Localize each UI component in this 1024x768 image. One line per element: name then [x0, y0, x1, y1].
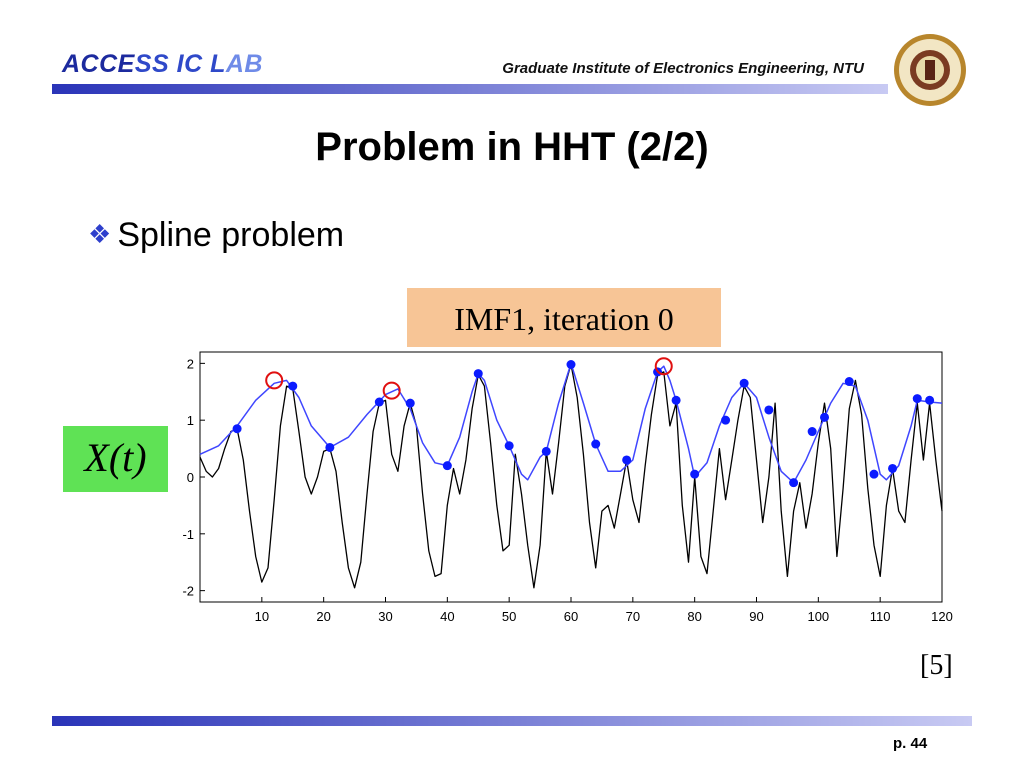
page-number: p. 44 [893, 735, 928, 752]
maxima-point [789, 478, 799, 488]
diamond-bullet-icon: ❖ [88, 219, 112, 249]
y-axis-label: X(t) [63, 426, 168, 492]
x-tick-label: 80 [687, 609, 701, 624]
x-tick-label: 10 [255, 609, 269, 624]
x-tick-label: 60 [564, 609, 578, 624]
maxima-point [288, 381, 298, 391]
problem-marker [382, 381, 401, 400]
institute-name: Graduate Institute of Electronics Engine… [502, 60, 864, 77]
maxima-point [888, 463, 898, 473]
maxima-point [504, 441, 514, 451]
y-tick-label: 2 [187, 356, 194, 371]
y-tick-label: 1 [187, 413, 194, 428]
x-tick-label: 50 [502, 609, 516, 624]
plot-frame [199, 351, 943, 603]
x-tick-label: 90 [749, 609, 763, 624]
x-tick-label: 40 [440, 609, 454, 624]
maxima-point [566, 360, 576, 369]
maxima-point [844, 377, 854, 387]
slide-title: Problem in HHT (2/2) [315, 125, 709, 169]
lab-logo: ACCESS IC LAB [62, 50, 263, 79]
y-tick-label: -1 [182, 527, 194, 542]
maxima-point [820, 412, 830, 422]
lab-logo-part1: ACCE [62, 50, 135, 78]
maxima-point [721, 415, 731, 425]
header-divider [52, 84, 888, 94]
maxima-point [690, 469, 700, 479]
maxima-point [739, 378, 749, 388]
bullet-item: ❖ Spline problem [88, 216, 344, 255]
maxima-point [405, 398, 415, 408]
university-seal-icon [894, 34, 966, 106]
maxima-point [869, 469, 879, 479]
maxima-point [325, 442, 335, 452]
x-tick-label: 120 [931, 609, 953, 624]
maxima-point [232, 424, 242, 434]
chart-title: IMF1, iteration 0 [407, 288, 721, 347]
problem-marker [654, 357, 673, 376]
maxima-point [912, 394, 922, 404]
maxima-point [622, 455, 632, 465]
maxima-point [442, 461, 452, 471]
x-tick-label: 110 [870, 609, 891, 624]
x-tick-label: 20 [316, 609, 330, 624]
x-tick-label: 30 [378, 609, 392, 624]
lab-logo-part2: SS IC L [134, 50, 226, 78]
y-tick-label: 0 [187, 470, 194, 485]
maxima-point [591, 439, 601, 449]
x-tick-label: 100 [807, 609, 829, 624]
maxima-point [764, 405, 774, 415]
footer-divider [52, 716, 972, 726]
lab-logo-part3: AB [225, 50, 263, 78]
reference-citation: [5] [920, 650, 953, 681]
bullet-text: Spline problem [117, 216, 345, 254]
envelope-series-line [199, 362, 943, 484]
maxima-point [473, 369, 483, 379]
problem-marker [265, 371, 284, 390]
x-tick-label: 70 [626, 609, 640, 624]
maxima-point [671, 395, 681, 405]
y-tick-label: -2 [182, 584, 194, 599]
maxima-point [541, 446, 551, 456]
maxima-point [807, 427, 817, 437]
maxima-point [925, 395, 935, 405]
maxima-point [374, 397, 384, 407]
seal-emblem [925, 60, 935, 80]
